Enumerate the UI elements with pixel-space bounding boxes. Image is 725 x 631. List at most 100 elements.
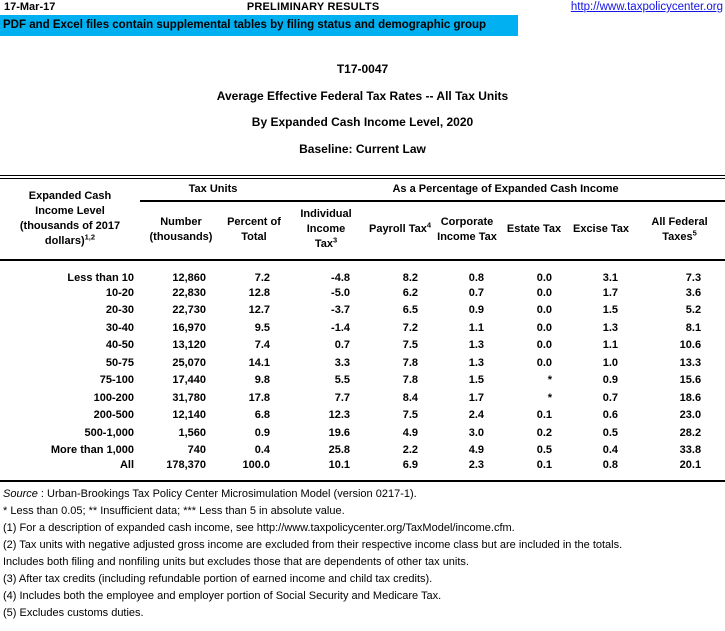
table-row: 30-40 16,970 9.5 -1.4 7.2 1.1 0.0 1.3 8.1 [0, 319, 725, 337]
title-line-2: By Expanded Cash Income Level, 2020 [251, 115, 474, 129]
footnote-line: (4) Includes both the employee and emplo… [3, 590, 442, 602]
value-cell: -1.4 [331, 321, 351, 334]
taxpolicycenter-link[interactable]: http://www.taxpolicycenter.org [570, 1, 723, 13]
value-cell: 2.3 [468, 459, 485, 471]
value-cell: 5.2 [685, 304, 702, 317]
group-header-tax-units: Tax Units [140, 177, 287, 202]
value-cell: 1.3 [602, 321, 619, 334]
value-cell: 740 [187, 444, 206, 457]
value-cell: 10.6 [679, 339, 702, 352]
table-row: Less than 10 12,860 7.2 -4.8 8.2 0.8 0.0 3.1 7.3 [0, 260, 725, 284]
value-cell: 0.8 [468, 272, 485, 284]
value-cell: 1.5 [468, 374, 485, 387]
col-header-estate-tax: Estate Tax [500, 201, 569, 261]
income-level-cell: 200-500 [93, 409, 134, 422]
supplemental-tables-banner: PDF and Excel files contain supplemental… [0, 15, 518, 36]
value-cell: 4.9 [468, 444, 485, 457]
value-cell: 7.5 [402, 409, 419, 422]
value-cell: 8.2 [402, 272, 419, 284]
table-row: 200-500 12,140 6.8 12.3 7.5 2.4 0.1 0.6 23.0 [0, 407, 725, 425]
income-level-cell: 30-40 [105, 321, 134, 334]
value-cell: 12.3 [328, 409, 351, 422]
value-cell: 31,780 [172, 391, 206, 404]
value-cell: 13.3 [679, 356, 702, 369]
col-header-all-federal-taxes: All Federal Taxes5 [634, 201, 725, 261]
footnotes: Source : Urban-Brookings Tax Policy Cent… [0, 482, 725, 622]
tax-rates-table: Expanded Cash Income Level (thousands of… [0, 175, 725, 482]
value-cell: 17.8 [248, 391, 271, 404]
value-cell: 18.6 [679, 391, 702, 404]
source-label: Source [3, 488, 38, 500]
value-cell: 12,140 [172, 409, 206, 422]
income-level-cell: 40-50 [105, 339, 134, 352]
value-cell: 0.0 [536, 356, 553, 369]
footnote-line: (5) Excludes customs duties. [3, 607, 144, 619]
top-bar: 17-Mar-17 PRELIMINARY RESULTS http://www… [0, 0, 725, 15]
group-header-percentage-of-eci: As a Percentage of Expanded Cash Income [286, 177, 725, 202]
value-cell: 12.7 [248, 304, 271, 317]
row-header-label: Expanded Cash Income Level (thousands of… [19, 190, 121, 247]
value-cell: 0.1 [536, 459, 553, 471]
value-cell: 28.2 [679, 426, 702, 439]
col-header-payroll-tax: Payroll Tax4 [366, 201, 435, 261]
col-header-number-thousands: Number (thousands) [140, 201, 222, 261]
value-cell: 0.1 [536, 409, 553, 422]
footnote-line: (3) After tax credits (including refunda… [3, 573, 433, 585]
value-cell: 0.4 [254, 444, 271, 457]
value-cell: 10.1 [328, 459, 351, 471]
source-text: : Urban-Brookings Tax Policy Center Micr… [37, 488, 417, 500]
value-cell: 0.4 [602, 444, 619, 457]
value-cell: 2.4 [468, 409, 485, 422]
table-row: 40-50 13,120 7.4 0.7 7.5 1.3 0.0 1.1 10.6 [0, 337, 725, 355]
value-cell: 6.9 [402, 459, 419, 471]
footnote-line: Includes both filing and nonfiling units… [3, 556, 469, 568]
value-cell: 3.6 [685, 286, 702, 299]
value-cell: 7.8 [402, 374, 419, 387]
value-cell: 178,370 [166, 459, 206, 471]
preliminary-results-label: PRELIMINARY RESULTS [246, 1, 380, 13]
value-cell: 7.3 [685, 272, 702, 284]
value-cell: 6.5 [402, 304, 419, 317]
value-cell: 1.1 [468, 321, 485, 334]
table-row: 20-30 22,730 12.7 -3.7 6.5 0.9 0.0 1.5 5.2 [0, 302, 725, 320]
income-level-cell: 10-20 [105, 286, 134, 299]
value-cell: 19.6 [328, 426, 351, 439]
value-cell: 6.2 [402, 286, 419, 299]
value-cell: 0.7 [602, 391, 619, 404]
value-cell: 0.0 [536, 339, 553, 352]
table-row: 10-20 22,830 12.8 -5.0 6.2 0.7 0.0 1.7 3.6 [0, 284, 725, 302]
value-cell: 15.6 [679, 374, 702, 387]
value-cell: 1.3 [468, 339, 485, 352]
income-level-cell: 75-100 [99, 374, 134, 387]
value-cell: 1.5 [602, 304, 619, 317]
value-cell: -5.0 [331, 286, 351, 299]
value-cell: 3.3 [334, 356, 351, 369]
row-header-expanded-cash-income: Expanded Cash Income Level (thousands of… [0, 177, 140, 261]
value-cell: 13,120 [172, 339, 206, 352]
income-level-cell: 500-1,000 [84, 426, 134, 439]
income-level-cell: Less than 10 [67, 272, 134, 284]
value-cell: 7.4 [254, 339, 271, 352]
value-cell: 12,860 [172, 272, 206, 284]
footnote-line: (1) For a description of expanded cash i… [3, 522, 515, 534]
date-label: 17-Mar-17 [4, 1, 56, 13]
income-level-cell: 50-75 [105, 356, 134, 369]
value-cell: 0.7 [334, 339, 351, 352]
value-cell: 7.2 [254, 272, 271, 284]
value-cell: 7.8 [402, 356, 419, 369]
col-header-individual-income-tax: Individual Income Tax3 [286, 201, 367, 261]
value-cell: 0.0 [536, 304, 553, 317]
value-cell: 8.4 [402, 391, 419, 404]
value-cell: 0.6 [602, 409, 619, 422]
value-cell: 9.8 [254, 374, 271, 387]
value-cell: 5.5 [334, 374, 351, 387]
table-id: T17-0047 [336, 62, 389, 76]
value-cell: 0.0 [536, 286, 553, 299]
value-cell: 16,970 [172, 321, 206, 334]
value-cell: 23.0 [679, 409, 702, 422]
value-cell: * [547, 391, 553, 404]
table-row: 75-100 17,440 9.8 5.5 7.8 1.5 * 0.9 15.6 [0, 372, 725, 390]
footnote-line: * Less than 0.05; ** Insufficient data; … [3, 505, 345, 517]
value-cell: 1.3 [468, 356, 485, 369]
